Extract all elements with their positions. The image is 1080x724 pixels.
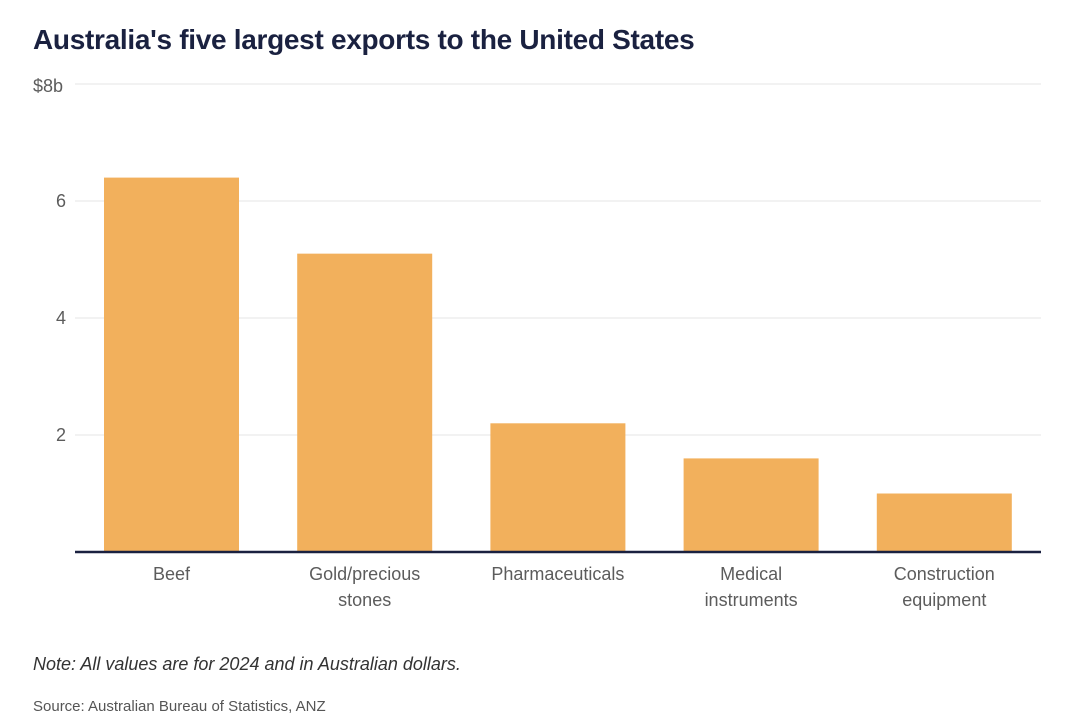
bar bbox=[490, 423, 626, 552]
x-tick-label: equipment bbox=[902, 590, 986, 610]
x-tick-label: Pharmaceuticals bbox=[491, 564, 624, 584]
y-tick-label: 2 bbox=[56, 425, 66, 445]
x-tick-label: Construction bbox=[894, 564, 995, 584]
x-tick-label: Beef bbox=[153, 564, 191, 584]
y-tick-label: 6 bbox=[56, 191, 66, 211]
bar bbox=[297, 253, 433, 552]
y-axis-ticks: 2 4 6 $8b bbox=[33, 76, 66, 445]
bars bbox=[104, 177, 1012, 552]
x-tick-label: Medical bbox=[720, 564, 782, 584]
x-tick-label: instruments bbox=[705, 590, 798, 610]
chart-title: Australia's five largest exports to the … bbox=[33, 24, 695, 55]
x-axis-labels: Beef Gold/precious stones Pharmaceuticals Me… bbox=[153, 564, 995, 610]
x-tick-label: stones bbox=[338, 590, 391, 610]
bar bbox=[683, 458, 819, 552]
bar bbox=[104, 177, 239, 552]
x-tick-label: Gold/precious bbox=[309, 564, 420, 584]
bar bbox=[876, 493, 1012, 552]
y-tick-label: $8b bbox=[33, 76, 63, 96]
y-tick-label: 4 bbox=[56, 308, 66, 328]
chart-source: Source: Australian Bureau of Statistics,… bbox=[33, 698, 326, 715]
chart-note: Note: All values are for 2024 and in Aus… bbox=[33, 654, 461, 674]
bar-chart: 2 4 6 $8b Beef Gold/precious stones Pharmaceut… bbox=[33, 76, 1041, 610]
